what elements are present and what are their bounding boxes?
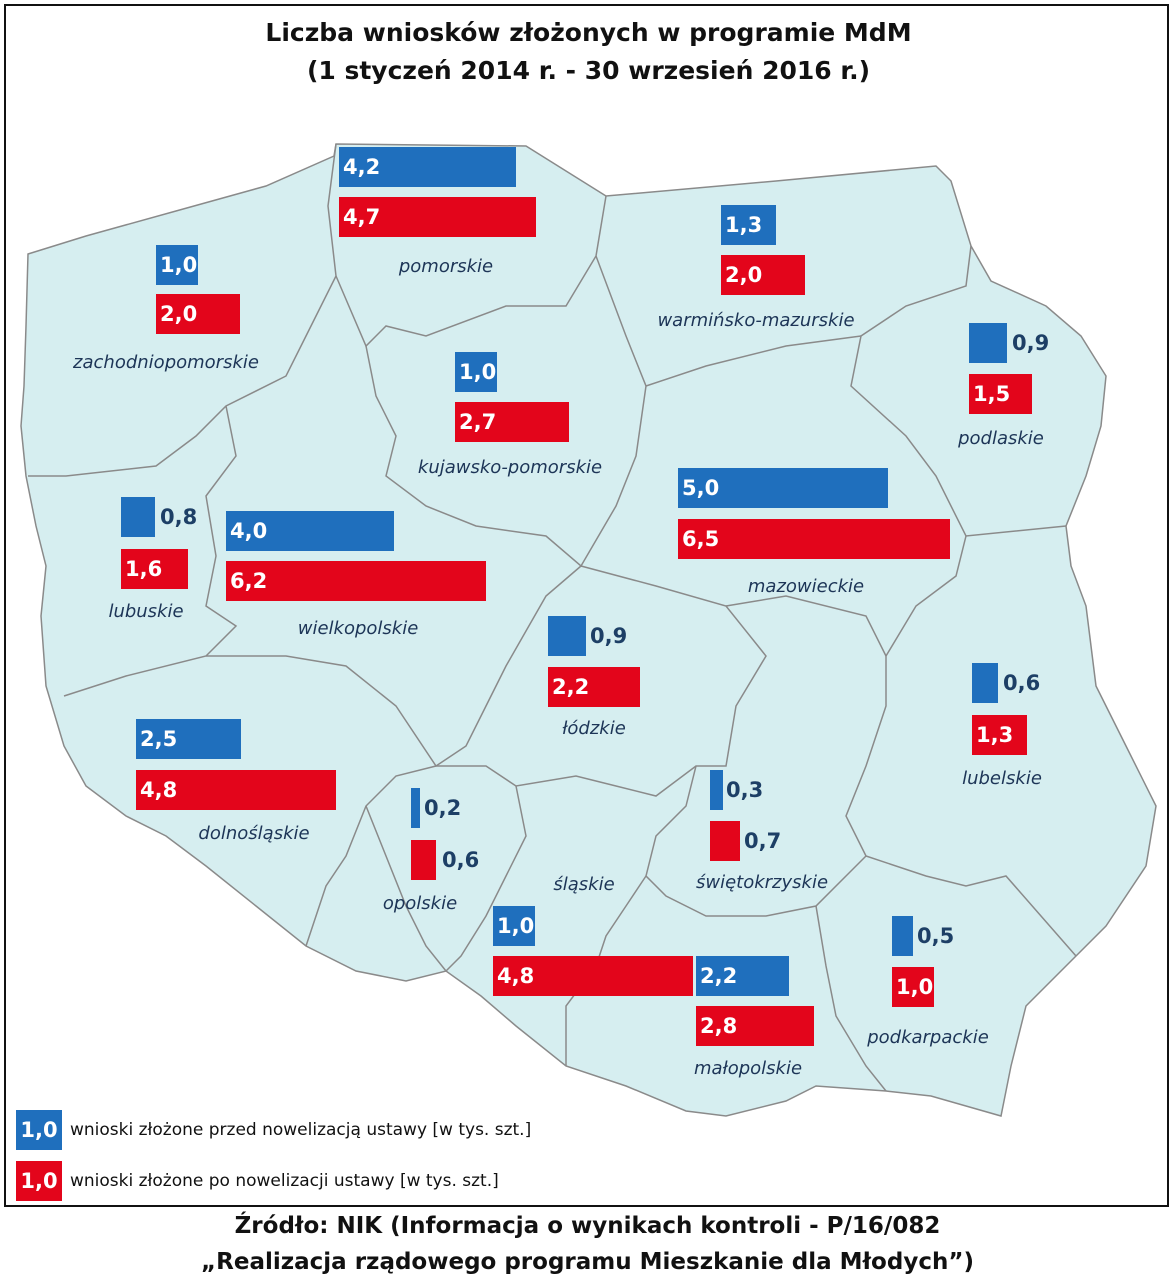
bar-after-mazowieckie: 6,5 xyxy=(678,519,950,559)
value-before-podkarpackie: 0,5 xyxy=(917,924,955,948)
region-label-lubelskie: lubelskie xyxy=(962,768,1042,789)
bar-before-podkarpackie xyxy=(892,916,913,956)
bar-before-zachodniopomorskie: 1,0 xyxy=(156,245,198,285)
legend-swatch-after: 1,0 xyxy=(16,1161,62,1201)
region-label-zachodniopomorskie: zachodniopomorskie xyxy=(73,352,259,373)
bar-before-podlaskie xyxy=(969,323,1007,363)
source-line-2: „Realizacja rządowego programu Mieszkani… xyxy=(201,1249,974,1275)
bar-before-slaskie: 1,0 xyxy=(493,906,535,946)
region-label-mazowieckie: mazowieckie xyxy=(747,576,865,597)
region-label-lodzkie: łódzkie xyxy=(562,718,626,739)
region-label-opolskie: opolskie xyxy=(382,893,458,914)
value-before-lodzkie: 0,9 xyxy=(590,624,628,648)
region-label-slaskie: śląskie xyxy=(553,874,615,895)
value-after-opolskie: 0,6 xyxy=(442,848,480,872)
poland-outline xyxy=(20,143,1157,1117)
bar-before-pomorskie: 4,2 xyxy=(339,147,516,187)
region-borders xyxy=(28,143,1077,1092)
region-label-lubuskie: lubuskie xyxy=(108,601,184,622)
title-line-1: Liczba wniosków złożonych w programie Md… xyxy=(265,18,912,47)
region-label-podkarpackie: podkarpackie xyxy=(867,1027,989,1048)
bar-after-lubuskie: 1,6 xyxy=(121,549,188,589)
map-title: Liczba wniosków złożonych w programie Md… xyxy=(6,14,1167,90)
region-label-dolnoslaskie: dolnośląskie xyxy=(198,823,310,844)
source-caption: Źródło: NIK (Informacja o wynikach kontr… xyxy=(0,1208,1175,1280)
bar-after-opolskie xyxy=(411,840,436,880)
bar-before-warminsko-mazurskie: 1,3 xyxy=(721,205,776,245)
bar-after-slaskie: 4,8 xyxy=(493,956,693,996)
bar-after-malopolskie: 2,8 xyxy=(696,1006,814,1046)
bar-before-dolnoslaskie: 2,5 xyxy=(136,719,241,759)
bar-after-wielkopolskie: 6,2 xyxy=(226,561,486,601)
bar-before-lodzkie xyxy=(548,616,586,656)
bar-before-opolskie xyxy=(411,788,420,828)
bar-after-pomorskie: 4,7 xyxy=(339,197,536,237)
bar-before-wielkopolskie: 4,0 xyxy=(226,511,394,551)
region-label-malopolskie: małopolskie xyxy=(693,1058,803,1079)
source-line-1: Źródło: NIK (Informacja o wynikach kontr… xyxy=(234,1213,941,1239)
bar-before-malopolskie: 2,2 xyxy=(696,956,789,996)
region-label-kujawsko-pomorskie: kujawsko-pomorskie xyxy=(417,457,603,478)
bar-after-swietokrzyskie xyxy=(710,821,740,861)
map-figure: Liczba wniosków złożonych w programie Md… xyxy=(4,4,1169,1207)
bar-after-dolnoslaskie: 4,8 xyxy=(136,770,336,810)
bar-before-kujawsko-pomorskie: 1,0 xyxy=(455,352,497,392)
region-label-warminsko-mazurskie: warmińsko-mazurskie xyxy=(657,310,855,331)
bar-before-lubelskie xyxy=(972,663,998,703)
legend-label-after: wnioski złożone po nowelizacji ustawy [w… xyxy=(70,1171,499,1191)
bar-after-zachodniopomorskie: 2,0 xyxy=(156,294,240,334)
title-line-2: (1 styczeń 2014 r. - 30 wrzesień 2016 r.… xyxy=(306,56,871,85)
value-after-swietokrzyskie: 0,7 xyxy=(744,829,782,853)
bar-after-podkarpackie: 1,0 xyxy=(892,967,934,1007)
legend-label-before: wnioski złożone przed nowelizacją ustawy… xyxy=(70,1120,532,1140)
region-label-podlaskie: podlaskie xyxy=(958,428,1044,449)
bar-before-lubuskie xyxy=(121,497,155,537)
bar-after-lodzkie: 2,2 xyxy=(548,667,640,707)
bar-after-lubelskie: 1,3 xyxy=(972,715,1027,755)
legend-swatch-before: 1,0 xyxy=(16,1110,62,1150)
value-before-opolskie: 0,2 xyxy=(424,796,462,820)
bar-after-podlaskie: 1,5 xyxy=(969,374,1032,414)
value-before-swietokrzyskie: 0,3 xyxy=(726,778,764,802)
value-before-podlaskie: 0,9 xyxy=(1012,331,1050,355)
region-label-swietokrzyskie: świętokrzyskie xyxy=(695,872,829,893)
poland-map xyxy=(20,143,1157,1117)
bar-before-swietokrzyskie xyxy=(710,770,723,810)
region-label-wielkopolskie: wielkopolskie xyxy=(297,618,419,639)
region-label-pomorskie: pomorskie xyxy=(398,256,494,277)
value-before-lubuskie: 0,8 xyxy=(160,505,198,529)
bar-after-warminsko-mazurskie: 2,0 xyxy=(721,255,805,295)
bar-before-mazowieckie: 5,0 xyxy=(678,468,888,508)
bar-after-kujawsko-pomorskie: 2,7 xyxy=(455,402,569,442)
value-before-lubelskie: 0,6 xyxy=(1003,671,1041,695)
